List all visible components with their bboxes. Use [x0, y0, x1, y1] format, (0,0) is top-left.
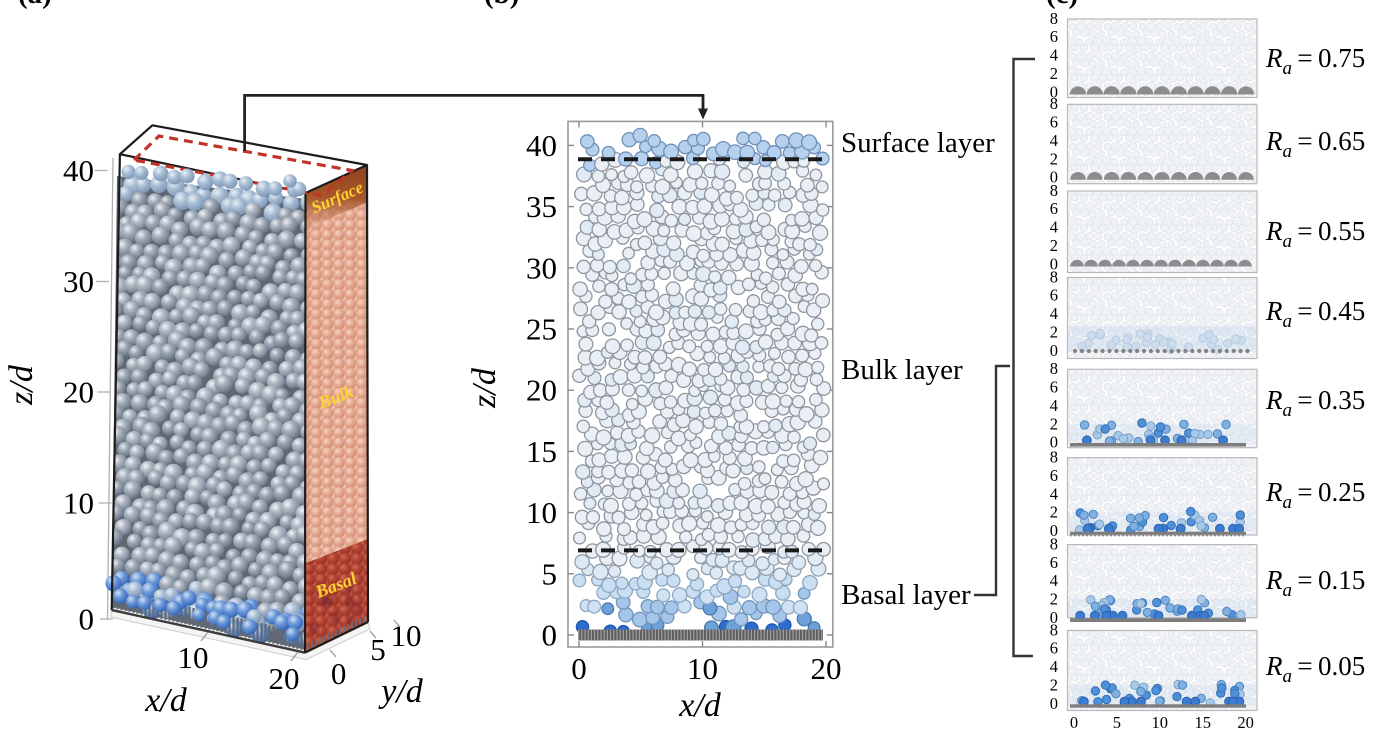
svg-text:6: 6: [1050, 113, 1058, 132]
svg-text:Ra = 0.75: Ra = 0.75: [1265, 43, 1365, 79]
svg-text:8: 8: [1050, 620, 1058, 639]
svg-text:6: 6: [1050, 553, 1058, 572]
svg-text:8: 8: [1050, 9, 1058, 28]
svg-text:20: 20: [811, 651, 842, 686]
svg-text:2: 2: [1050, 323, 1058, 342]
svg-text:5: 5: [542, 556, 558, 591]
svg-text:8: 8: [1050, 94, 1058, 113]
svg-text:(b): (b): [484, 0, 519, 10]
svg-text:0: 0: [1050, 433, 1058, 452]
svg-text:Ra = 0.05: Ra = 0.05: [1265, 651, 1365, 687]
svg-text:2: 2: [1050, 64, 1058, 83]
svg-text:0: 0: [1050, 168, 1058, 187]
svg-text:6: 6: [1050, 639, 1058, 658]
svg-text:0: 0: [1050, 341, 1058, 360]
svg-text:Ra = 0.35: Ra = 0.35: [1265, 385, 1365, 421]
svg-text:5: 5: [370, 632, 386, 667]
svg-text:0: 0: [1050, 82, 1058, 101]
svg-text:y/d: y/d: [378, 673, 424, 710]
svg-text:0: 0: [1050, 254, 1058, 273]
svg-text:6: 6: [1050, 199, 1058, 218]
svg-text:4: 4: [1050, 304, 1058, 323]
svg-text:x/d: x/d: [678, 687, 722, 724]
svg-text:Bulk layer: Bulk layer: [841, 354, 963, 386]
svg-text:8: 8: [1050, 267, 1058, 286]
svg-text:5: 5: [1113, 713, 1121, 732]
svg-text:4: 4: [1050, 218, 1058, 237]
svg-text:15: 15: [526, 434, 557, 469]
svg-text:20: 20: [526, 373, 557, 408]
svg-text:2: 2: [1050, 503, 1058, 522]
svg-text:4: 4: [1050, 396, 1058, 415]
svg-text:40: 40: [63, 153, 94, 188]
svg-text:25: 25: [526, 312, 557, 347]
svg-text:0: 0: [1050, 521, 1058, 540]
svg-text:(a): (a): [18, 0, 52, 10]
svg-text:10: 10: [391, 618, 422, 653]
svg-text:2: 2: [1050, 236, 1058, 255]
svg-text:Ra = 0.65: Ra = 0.65: [1265, 126, 1365, 162]
svg-text:0: 0: [79, 602, 95, 637]
svg-text:8: 8: [1050, 448, 1058, 467]
svg-text:z/d: z/d: [466, 367, 503, 409]
svg-text:Surface layer: Surface layer: [841, 127, 995, 159]
svg-text:0: 0: [1050, 608, 1058, 627]
svg-text:4: 4: [1050, 484, 1058, 503]
svg-text:10: 10: [526, 495, 557, 530]
svg-text:8: 8: [1050, 181, 1058, 200]
svg-text:35: 35: [526, 189, 557, 224]
svg-text:20: 20: [269, 661, 300, 696]
svg-text:z/d: z/d: [3, 364, 40, 406]
svg-text:40: 40: [526, 128, 557, 163]
svg-text:6: 6: [1050, 286, 1058, 305]
svg-text:2: 2: [1050, 590, 1058, 609]
svg-text:6: 6: [1050, 378, 1058, 397]
svg-text:20: 20: [63, 375, 94, 410]
svg-text:Ra = 0.15: Ra = 0.15: [1265, 565, 1365, 601]
svg-text:6: 6: [1050, 466, 1058, 485]
svg-text:8: 8: [1050, 534, 1058, 553]
svg-text:0: 0: [331, 656, 347, 691]
svg-text:8: 8: [1050, 359, 1058, 378]
svg-text:10: 10: [1152, 713, 1169, 732]
svg-text:Basal layer: Basal layer: [841, 579, 971, 611]
svg-text:6: 6: [1050, 27, 1058, 46]
svg-text:2: 2: [1050, 676, 1058, 695]
svg-text:0: 0: [1070, 713, 1078, 732]
svg-text:10: 10: [63, 486, 94, 521]
svg-text:4: 4: [1050, 46, 1058, 65]
svg-text:0: 0: [1050, 694, 1058, 713]
svg-text:Ra = 0.25: Ra = 0.25: [1265, 477, 1365, 513]
svg-text:20: 20: [1237, 713, 1254, 732]
svg-text:4: 4: [1050, 657, 1058, 676]
svg-text:10: 10: [687, 651, 718, 686]
svg-text:30: 30: [63, 264, 94, 299]
svg-text:Ra = 0.55: Ra = 0.55: [1265, 216, 1365, 252]
svg-text:x/d: x/d: [144, 682, 188, 719]
svg-text:10: 10: [178, 640, 209, 675]
svg-text:(c): (c): [1046, 0, 1078, 10]
svg-text:15: 15: [1194, 713, 1211, 732]
svg-text:4: 4: [1050, 131, 1058, 150]
svg-text:0: 0: [571, 651, 587, 686]
svg-text:2: 2: [1050, 414, 1058, 433]
svg-text:0: 0: [542, 618, 558, 653]
svg-text:30: 30: [526, 250, 557, 285]
svg-text:2: 2: [1050, 149, 1058, 168]
svg-text:Ra = 0.45: Ra = 0.45: [1265, 296, 1365, 332]
svg-text:4: 4: [1050, 571, 1058, 590]
